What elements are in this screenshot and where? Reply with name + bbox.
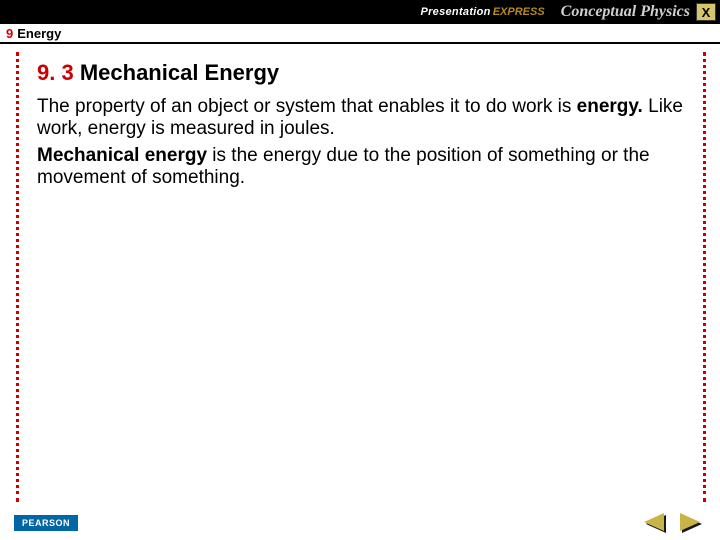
arrow-right-icon xyxy=(680,513,700,531)
body-paragraph-2: Mechanical energy is the energy due to t… xyxy=(37,145,685,190)
brand-presentation-text: Presentation xyxy=(420,6,490,18)
chapter-number: 9 xyxy=(6,26,13,41)
section-number: 9. 3 xyxy=(37,60,74,85)
chapter-bar: 9 Energy xyxy=(0,24,720,44)
body-paragraph-1: The property of an object or system that… xyxy=(37,96,685,141)
next-slide-button[interactable] xyxy=(678,513,706,533)
top-bar: Presentation EXPRESS Conceptual Physics … xyxy=(0,0,720,24)
brand-book-title: Conceptual Physics xyxy=(561,3,690,21)
chapter-title: Energy xyxy=(17,26,61,41)
section-title: Mechanical Energy xyxy=(80,60,279,85)
section-heading: 9. 3 Mechanical Energy xyxy=(37,60,685,86)
slide-content: 9. 3 Mechanical Energy The property of a… xyxy=(16,52,706,502)
brand-express-text: EXPRESS xyxy=(493,6,545,18)
footer-bar: PEARSON xyxy=(0,510,720,540)
arrow-left-icon xyxy=(644,513,664,531)
prev-slide-button[interactable] xyxy=(644,513,672,533)
close-icon: X xyxy=(702,5,711,20)
body-term-energy: energy. xyxy=(577,96,643,117)
body-text: The property of an object or system that… xyxy=(37,96,577,117)
close-button[interactable]: X xyxy=(696,3,716,21)
publisher-logo: PEARSON xyxy=(14,515,78,531)
body-term-mechanical-energy: Mechanical energy xyxy=(37,145,207,166)
nav-arrows xyxy=(644,513,706,533)
